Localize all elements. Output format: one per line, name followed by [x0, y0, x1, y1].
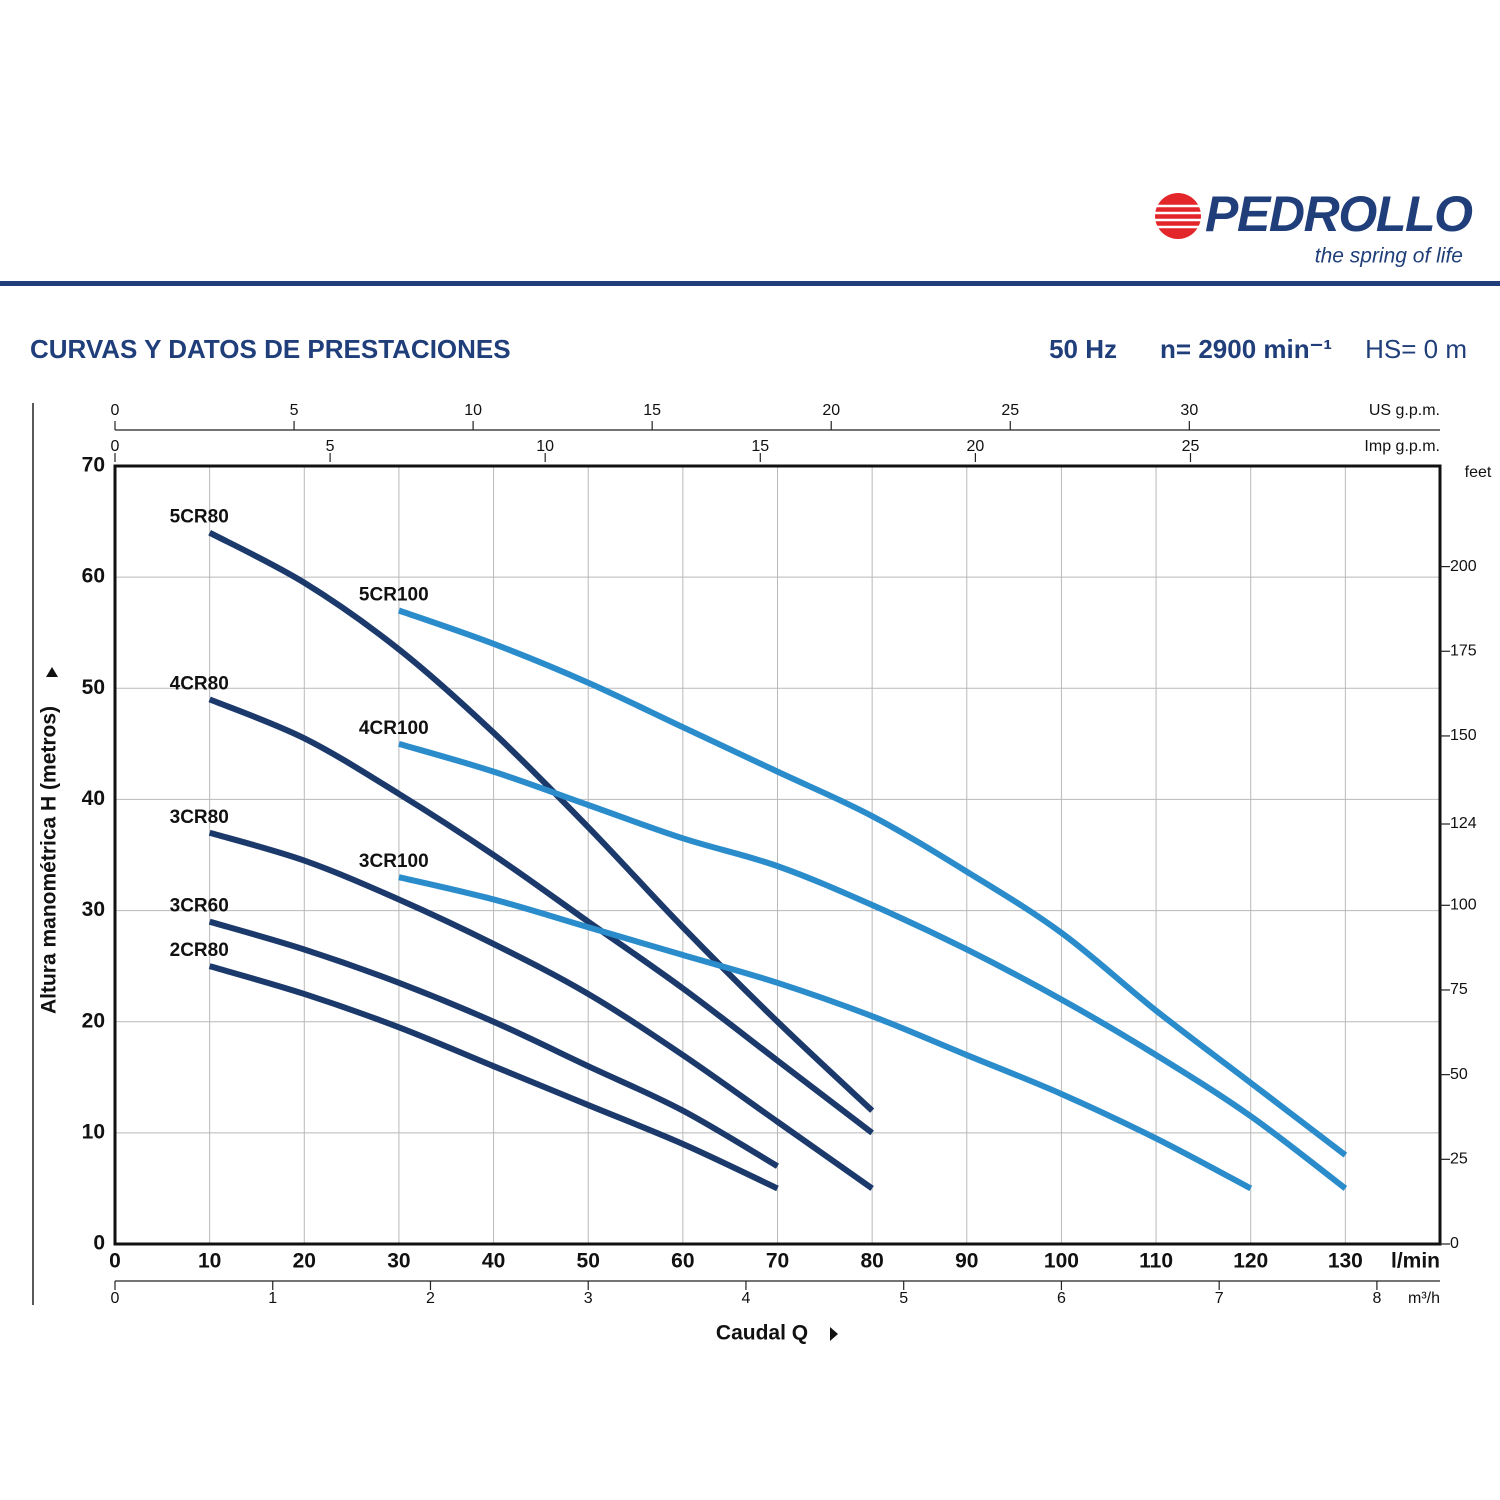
curve — [208, 829, 874, 1191]
x-tick-label: 30 — [387, 1250, 410, 1273]
y-tick-label: 60 — [82, 565, 105, 588]
x-tick-label: 70 — [766, 1250, 789, 1273]
tagline: the spring of life — [1315, 245, 1463, 268]
x-unit: l/min — [1391, 1250, 1440, 1273]
curve — [397, 607, 1348, 1158]
suction-head: HS= 0 m — [1365, 334, 1467, 364]
header-rule — [0, 281, 1500, 286]
brand: PEDROLLO — [1205, 186, 1473, 242]
top-axis-unit: US g.p.m. — [1369, 402, 1440, 419]
series-label: 5CR80 — [170, 507, 229, 528]
x-tick-label: 120 — [1233, 1250, 1268, 1273]
top-tick-label: 15 — [751, 438, 769, 455]
bottom-tick-label: 0 — [111, 1290, 120, 1307]
series-label: 5CR100 — [359, 585, 429, 606]
y2-tick-label: 200 — [1450, 558, 1477, 575]
y-tick-label: 0 — [93, 1232, 105, 1255]
top-tick-label: 20 — [822, 402, 840, 419]
top-axis-unit: Imp g.p.m. — [1364, 438, 1440, 455]
x-tick-label: 130 — [1328, 1250, 1363, 1273]
series-label: 3CR60 — [170, 896, 229, 917]
y2-tick-label: 100 — [1450, 897, 1477, 914]
curve — [208, 918, 780, 1169]
x-tick-label: 80 — [860, 1250, 883, 1273]
plot-frame — [113, 464, 1442, 1246]
y-tick-label: 40 — [82, 787, 105, 810]
y-axis-title: Altura manométrica H (metros) — [38, 706, 61, 1014]
speed: n= 2900 min⁻¹ — [1160, 334, 1332, 364]
top-tick-label: 25 — [1001, 402, 1019, 419]
x-tick-label: 10 — [198, 1250, 221, 1273]
bottom-tick-label: 5 — [899, 1290, 908, 1307]
top-tick-label: 30 — [1180, 402, 1198, 419]
bottom-tick-label: 8 — [1372, 1290, 1381, 1307]
top-tick-label: 10 — [464, 402, 482, 419]
series-label: 4CR80 — [170, 673, 229, 694]
bottom-axis-unit: m³/h — [1408, 1290, 1440, 1307]
x-tick-label: 90 — [955, 1250, 978, 1273]
curve — [398, 740, 1348, 1191]
x-axis-title: Caudal Q — [716, 1322, 808, 1345]
x-tick-label: 0 — [109, 1250, 121, 1273]
y2-unit: feet — [1465, 464, 1492, 481]
y-arrow — [46, 667, 58, 677]
y-tick-label: 50 — [82, 676, 105, 699]
series-label: 3CR100 — [359, 851, 429, 872]
y2-tick-label: 25 — [1450, 1151, 1468, 1168]
x-tick-label: 60 — [671, 1250, 694, 1273]
x-tick-label: 40 — [482, 1250, 505, 1273]
y2-tick-label: 124 — [1450, 815, 1477, 832]
x-tick-label: 20 — [293, 1250, 316, 1273]
top-tick-label: 10 — [536, 438, 554, 455]
bottom-tick-label: 4 — [741, 1290, 750, 1307]
bottom-tick-label: 1 — [268, 1290, 277, 1307]
top-tick-label: 0 — [111, 402, 120, 419]
curve — [208, 530, 875, 1113]
frequency: 50 Hz — [1049, 334, 1117, 364]
top-tick-label: 15 — [643, 402, 661, 419]
x-tick-label: 100 — [1044, 1250, 1079, 1273]
top-tick-label: 0 — [111, 438, 120, 455]
plot: 0 10 20 30 40 50 60 70 80 90 100 110 120 130010203040… — [82, 402, 1492, 1307]
top-tick-label: 5 — [290, 402, 299, 419]
y2-tick-label: 75 — [1450, 981, 1468, 998]
series-label: 4CR100 — [359, 718, 429, 739]
bottom-tick-label: 7 — [1215, 1290, 1224, 1307]
chart-title: CURVAS Y DATOS DE PRESTACIONES — [30, 334, 511, 364]
top-tick-label: 25 — [1182, 438, 1200, 455]
x-tick-label: 50 — [577, 1250, 600, 1273]
bottom-tick-label: 2 — [426, 1290, 435, 1307]
y2-tick-label: 150 — [1450, 727, 1477, 744]
series-label: 2CR80 — [170, 940, 229, 961]
x-arrow — [830, 1327, 838, 1341]
y2-tick-label: 175 — [1450, 642, 1477, 659]
y2-tick-label: 0 — [1450, 1235, 1459, 1252]
series-label: 3CR80 — [170, 807, 229, 828]
curve — [208, 963, 779, 1192]
top-tick-label: 20 — [966, 438, 984, 455]
x-tick-label: 110 — [1139, 1250, 1173, 1273]
curve — [398, 874, 1253, 1192]
bottom-tick-label: 6 — [1057, 1290, 1066, 1307]
top-tick-label: 5 — [326, 438, 335, 455]
logo: PEDROLLO the spring of life — [1152, 186, 1473, 268]
y-tick-label: 20 — [82, 1009, 105, 1032]
bottom-tick-label: 3 — [584, 1290, 593, 1307]
curve — [208, 696, 874, 1136]
y-tick-label: 10 — [82, 1120, 105, 1143]
y-tick-label: 70 — [82, 454, 105, 477]
y-tick-label: 30 — [82, 898, 105, 921]
y2-tick-label: 50 — [1450, 1066, 1468, 1083]
